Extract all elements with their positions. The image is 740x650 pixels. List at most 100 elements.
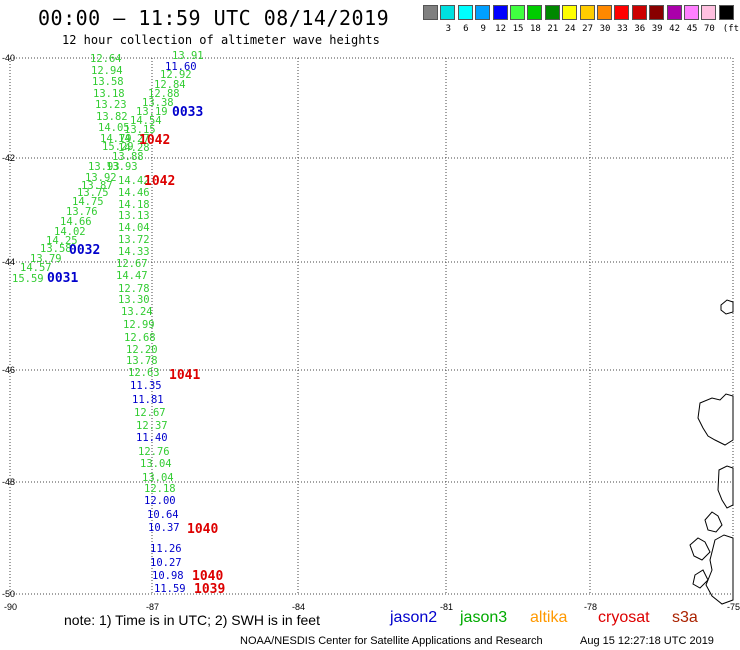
swh-label: 14.18 bbox=[118, 199, 150, 211]
legend-swatch bbox=[457, 5, 473, 20]
swh-label: 10.98 bbox=[152, 570, 184, 582]
legend-label: 27 bbox=[582, 24, 594, 34]
swh-label: 13.15 bbox=[124, 124, 156, 136]
legend-swatch bbox=[510, 5, 525, 20]
swh-label: 10.64 bbox=[147, 509, 179, 521]
legend-label: 42 bbox=[669, 24, 681, 34]
swh-label: 13.79 bbox=[30, 253, 62, 265]
legend-swatch bbox=[562, 5, 578, 20]
swh-label: 12.67 bbox=[116, 258, 148, 270]
swh-label: 13.93 bbox=[88, 161, 120, 173]
swh-label: 12.88 bbox=[148, 88, 180, 100]
pass-label: 1041 bbox=[169, 368, 200, 383]
legend-swatch bbox=[527, 5, 543, 20]
legend-swatch bbox=[684, 5, 699, 20]
swh-label: 12.94 bbox=[91, 65, 123, 77]
swh-label: 13.04 bbox=[142, 472, 174, 484]
legend-swatch bbox=[597, 5, 612, 20]
legend-label: 36 bbox=[634, 24, 646, 34]
legend-swatch bbox=[718, 5, 734, 20]
swh-label: 14.25 bbox=[46, 235, 78, 247]
legend-label: 33 bbox=[616, 24, 628, 34]
lon-tick-label: -87 bbox=[146, 602, 159, 612]
legend-label: 15 bbox=[512, 24, 524, 34]
swh-label: 12.18 bbox=[144, 483, 176, 495]
satellite-altika: altika bbox=[530, 609, 568, 626]
swh-label: 12.20 bbox=[126, 344, 158, 356]
swh-label: 15.29 bbox=[102, 141, 134, 153]
swh-label: 12.76 bbox=[138, 446, 170, 458]
swh-label: 14.05 bbox=[98, 122, 130, 134]
legend-swatch bbox=[544, 5, 560, 20]
coastline-segment bbox=[692, 569, 709, 589]
pass-label: 0031 bbox=[47, 271, 78, 286]
axis-labels: -40 -42 -44 -46 -48 -50 -90 -87 -84 -81 -78 -75 bbox=[2, 53, 740, 612]
legend-label: 6 bbox=[463, 24, 469, 34]
swh-label: 13.38 bbox=[142, 97, 174, 109]
swh-label: 13.92 bbox=[85, 172, 117, 184]
coastline-segment bbox=[720, 299, 734, 315]
swh-label: 13.91 bbox=[172, 50, 204, 62]
lon-tick-label: -90 bbox=[4, 602, 17, 612]
swh-label: 13.58 bbox=[40, 243, 72, 255]
swh-label: 12.67 bbox=[134, 407, 166, 419]
coastline-segment bbox=[717, 465, 734, 509]
legend-swatch bbox=[666, 5, 682, 20]
legend-label: 24 bbox=[564, 24, 576, 34]
swh-label: 12.92 bbox=[160, 69, 192, 81]
swh-label: 14.54 bbox=[130, 115, 162, 127]
swh-label: 13.23 bbox=[95, 99, 127, 111]
swh-label: 13.76 bbox=[66, 206, 98, 218]
lon-tick-label: -78 bbox=[584, 602, 597, 612]
coastline-segment bbox=[697, 393, 734, 446]
swh-label: 15.59 bbox=[12, 273, 44, 285]
swh-label: 13.30 bbox=[118, 294, 150, 306]
swh-label: 10.37 bbox=[148, 522, 180, 534]
coastline-segment bbox=[704, 511, 723, 533]
legend-label: 12 bbox=[495, 24, 507, 34]
map-title: 00:00 – 11:59 UTC 08/14/2019 bbox=[38, 6, 390, 30]
swh-label: 14.33 bbox=[118, 246, 150, 258]
swh-label: 11.35 bbox=[130, 380, 162, 392]
legend-unit: (ft) bbox=[722, 24, 740, 34]
swh-label: 13.04 bbox=[140, 458, 172, 470]
swh-label: 14.75 bbox=[72, 196, 104, 208]
swh-label: 11.26 bbox=[150, 543, 182, 555]
coastline-segment bbox=[689, 537, 711, 561]
swh-label: 14.04 bbox=[118, 222, 150, 234]
coastline bbox=[689, 299, 734, 605]
swh-label: 13.58 bbox=[92, 76, 124, 88]
lat-tick-label: -40 bbox=[2, 53, 15, 63]
legend-swatch bbox=[475, 5, 491, 20]
swh-label: 14.66 bbox=[60, 216, 92, 228]
legend-label: 21 bbox=[547, 24, 559, 34]
swh-label: 13.24 bbox=[121, 306, 153, 318]
legend-label: 39 bbox=[651, 24, 663, 34]
pass-label: 1040 bbox=[187, 522, 218, 537]
swh-label: 12.78 bbox=[118, 283, 150, 295]
swh-label: 13.78 bbox=[126, 355, 158, 367]
swh-label: 12.37 bbox=[136, 420, 168, 432]
lon-tick-label: -84 bbox=[292, 602, 305, 612]
legend-label: 3 bbox=[445, 24, 452, 34]
swh-label: 14.57 bbox=[20, 262, 52, 274]
map-subtitle: 12 hour collection of altimeter wave hei… bbox=[62, 33, 380, 47]
legend-label: 9 bbox=[480, 24, 486, 34]
swh-label: 14.27 bbox=[118, 133, 150, 145]
legend-swatch bbox=[631, 5, 647, 20]
swh-label: 13.18 bbox=[93, 88, 125, 100]
swh-label: 13.13 bbox=[118, 210, 150, 222]
swh-label: 13.93 bbox=[106, 161, 138, 173]
swh-label: 12.63 bbox=[128, 367, 160, 379]
generation-timestamp: Aug 15 12:27:18 UTC 2019 bbox=[580, 635, 714, 647]
footer-note: note: 1) Time is in UTC; 2) SWH is in fe… bbox=[64, 612, 320, 628]
swh-label: 13.19 bbox=[136, 106, 168, 118]
swh-label: 11.60 bbox=[165, 61, 197, 73]
satellite-cryosat: cryosat bbox=[598, 609, 650, 626]
credit-line: NOAA/NESDIS Center for Satellite Applica… bbox=[240, 635, 543, 647]
lon-tick-label: -81 bbox=[440, 602, 453, 612]
swh-label: 12.64 bbox=[90, 53, 122, 65]
swh-label: 13.75 bbox=[77, 187, 109, 199]
satellite-jason3: jason3 bbox=[460, 609, 508, 626]
